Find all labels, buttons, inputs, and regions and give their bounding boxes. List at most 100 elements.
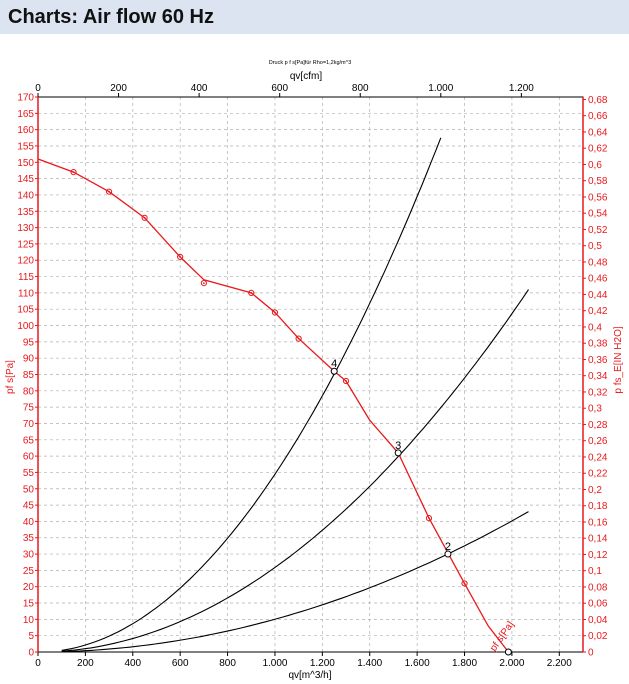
- y-tick-label: 100: [17, 321, 34, 332]
- y2-tick-label: 0,62: [588, 144, 608, 155]
- y-tick-label: 85: [23, 370, 35, 381]
- operating-point-label: 3: [395, 440, 401, 452]
- x2-tick-label: 800: [352, 83, 369, 94]
- y-tick-label: 35: [23, 533, 35, 544]
- y-tick-label: 10: [23, 615, 35, 626]
- y2-tick-label: 0,22: [588, 469, 608, 480]
- y2-tick-label: 0,66: [588, 111, 608, 122]
- fan-curve-marker: [295, 335, 302, 342]
- x-tick-label: 2.200: [547, 658, 572, 669]
- operating-point-label: 2: [445, 541, 451, 553]
- y-tick-label: 105: [17, 305, 34, 316]
- y2-tick-label: 0,18: [588, 501, 608, 512]
- y-tick-label: 75: [23, 403, 35, 414]
- y2-tick-label: 0,54: [588, 209, 608, 220]
- y2-tick-label: 0,04: [588, 615, 608, 626]
- fan-curve-marker-dot: [202, 282, 205, 284]
- system-curve-2: [61, 511, 529, 653]
- y2-tick-label: 0,16: [588, 517, 608, 528]
- y2-tick-label: 0,68: [588, 95, 608, 106]
- x-tick-label: 1.200: [310, 658, 335, 669]
- fan-curve-marker: [461, 580, 468, 587]
- y2-tick-label: 0,06: [588, 599, 608, 610]
- y-tick-label: 65: [23, 435, 35, 446]
- x-tick-label: 600: [172, 658, 189, 669]
- x-tick-label: 1.000: [262, 658, 287, 669]
- y2-tick-label: 0,58: [588, 176, 608, 187]
- fan-curve-label: pf s[Pa]: [488, 619, 517, 653]
- y2-tick-label: 0: [588, 648, 594, 659]
- y-tick-label: 110: [18, 288, 34, 299]
- fan-curve-marker-dot: [108, 190, 110, 193]
- y-tick-label: 5: [28, 631, 34, 642]
- y-tick-label: 145: [17, 174, 34, 185]
- y-tick-label: 115: [18, 272, 34, 283]
- x-tick-label: 1.600: [405, 658, 430, 669]
- x-tick-label: 200: [77, 658, 94, 669]
- y-tick-label: 30: [23, 550, 35, 561]
- x-tick-label: 800: [219, 658, 236, 669]
- y-tick-label: 125: [17, 239, 34, 250]
- x-tick-label: 400: [124, 658, 141, 669]
- y2-tick-label: 0,4: [588, 322, 602, 333]
- y2-tick-label: 0,46: [588, 274, 608, 285]
- system-curve-3: [61, 289, 529, 652]
- fan-curve-marker-dot: [274, 311, 276, 314]
- fan-curve-marker-dot: [72, 171, 75, 173]
- y-tick-label: 140: [17, 190, 34, 201]
- y2-tick-label: 0,5: [588, 241, 602, 252]
- y-tick-label: 15: [23, 599, 35, 610]
- y2-tick-label: 0,2: [588, 485, 602, 496]
- y2-tick-label: 0,28: [588, 420, 608, 431]
- page-title: Charts: Air flow 60 Hz: [8, 6, 214, 28]
- fan-curve-marker: [248, 289, 255, 296]
- y-tick-label: 80: [23, 386, 35, 397]
- operating-point-label: 4: [331, 358, 337, 370]
- operating-point-2: [444, 550, 452, 558]
- y2-tick-label: 0,1: [588, 566, 602, 577]
- x-tick-label: 1.800: [452, 658, 477, 669]
- x-tick-label: 2.000: [499, 658, 524, 669]
- y-tick-label: 45: [23, 501, 35, 512]
- y2-tick-label: 0,38: [588, 339, 608, 350]
- x2-tick-label: 600: [271, 83, 288, 94]
- y-tick-label: 40: [23, 517, 35, 528]
- y2-tick-label: 0,3: [588, 404, 602, 415]
- y2-tick-label: 0,26: [588, 436, 608, 447]
- y2-tick-label: 0,44: [588, 290, 608, 301]
- x-tick-label: 0: [35, 658, 41, 669]
- fan-curve-marker-dot: [345, 380, 347, 382]
- y2-tick-label: 0,02: [588, 631, 608, 642]
- x2-tick-label: 0: [35, 83, 41, 94]
- operating-point-4: [330, 367, 338, 375]
- y-tick-label: 25: [23, 566, 35, 577]
- fan-curve-marker-dot: [297, 337, 300, 340]
- y2-tick-label: 0,64: [588, 127, 608, 138]
- y-tick-label: 135: [17, 207, 34, 218]
- fan-curve-line: [37, 158, 509, 653]
- y-axis-label: pf s[Pa]: [5, 360, 16, 394]
- y-tick-label: 130: [17, 223, 34, 234]
- x2-tick-label: 1.200: [509, 83, 534, 94]
- y-tick-label: 160: [17, 125, 34, 136]
- y-tick-label: 165: [17, 109, 34, 120]
- fan-curve-marker-dot: [179, 256, 182, 258]
- y-tick-label: 170: [17, 93, 34, 104]
- y2-tick-label: 0,36: [588, 355, 608, 366]
- y2-tick-label: 0,32: [588, 387, 608, 398]
- fan-curve-marker: [342, 377, 350, 385]
- fan-curve-marker: [425, 515, 433, 522]
- x2-tick-label: 200: [110, 83, 127, 94]
- y-tick-label: 120: [17, 256, 34, 267]
- y2-tick-label: 0,6: [588, 160, 602, 171]
- y-tick-label: 150: [17, 158, 34, 169]
- fan-curve-marker-dot: [250, 291, 253, 294]
- y-tick-label: 55: [23, 468, 35, 479]
- y2-tick-label: 0,52: [588, 225, 608, 236]
- chart-subtitle: Druck p f s[Pa]für Rho=1,2kg/m^3: [269, 60, 352, 66]
- y-tick-label: 60: [23, 452, 35, 463]
- x-axis-label: qv[m^3/h]: [288, 670, 331, 681]
- fan-curve-end-point: [504, 648, 512, 656]
- fan-curve-marker: [141, 214, 148, 221]
- y-tick-label: 70: [23, 419, 35, 430]
